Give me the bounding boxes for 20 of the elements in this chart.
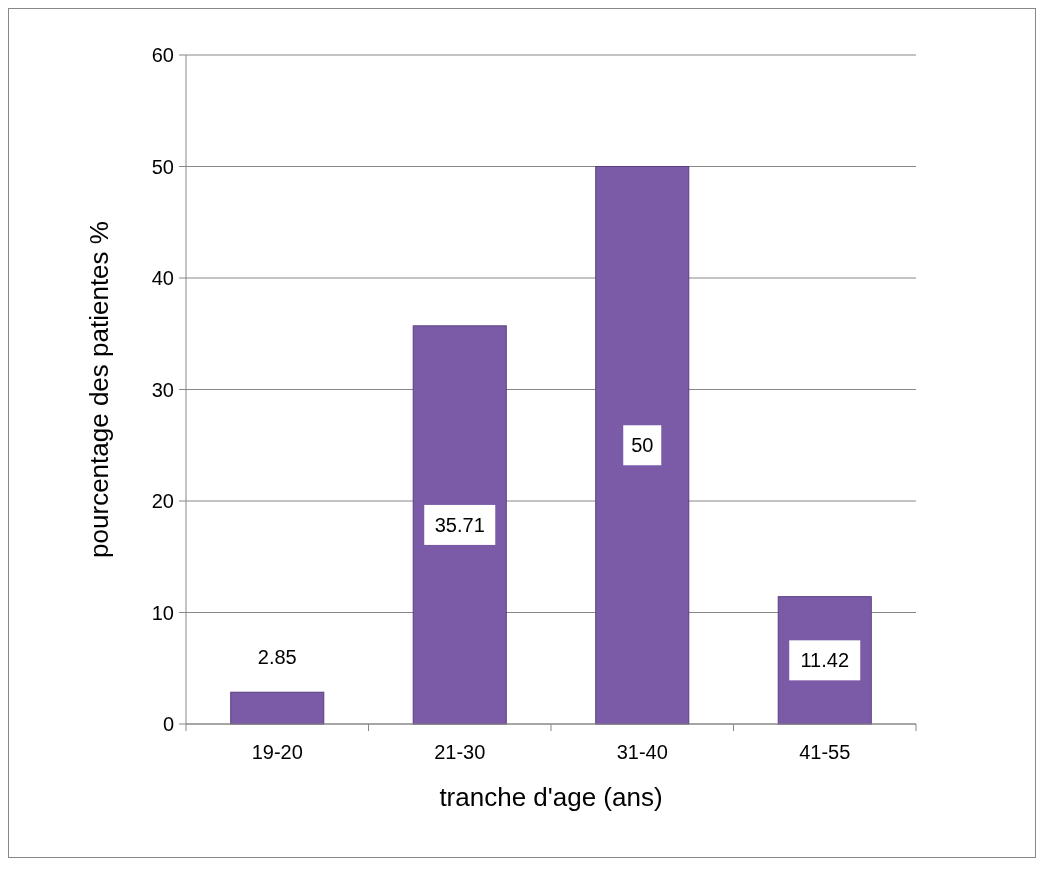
data-label: 35.71 bbox=[434, 513, 485, 536]
x-axis-title: tranche d'age (ans) bbox=[439, 782, 663, 812]
x-tick-label: 41-55 bbox=[799, 741, 851, 763]
y-tick-label: 50 bbox=[151, 155, 174, 178]
bar bbox=[230, 691, 325, 725]
bar bbox=[412, 325, 507, 725]
data-label: 11.42 bbox=[800, 649, 850, 672]
y-tick-label: 30 bbox=[151, 378, 174, 401]
y-tick-label: 60 bbox=[151, 44, 174, 66]
y-tick-label: 40 bbox=[151, 267, 174, 289]
bar bbox=[595, 166, 690, 725]
y-tick-label: 20 bbox=[151, 490, 174, 512]
x-tick-label: 31-40 bbox=[616, 741, 668, 763]
data-label: 50 bbox=[631, 434, 654, 457]
y-axis-title: pourcentage des patientes % bbox=[84, 221, 114, 558]
x-tick-label: 21-30 bbox=[434, 741, 486, 763]
data-label: 2.85 bbox=[257, 646, 297, 669]
y-tick-label: 0 bbox=[162, 713, 174, 735]
y-tick-label: 10 bbox=[151, 601, 174, 624]
x-tick-label: 19-20 bbox=[251, 741, 303, 763]
